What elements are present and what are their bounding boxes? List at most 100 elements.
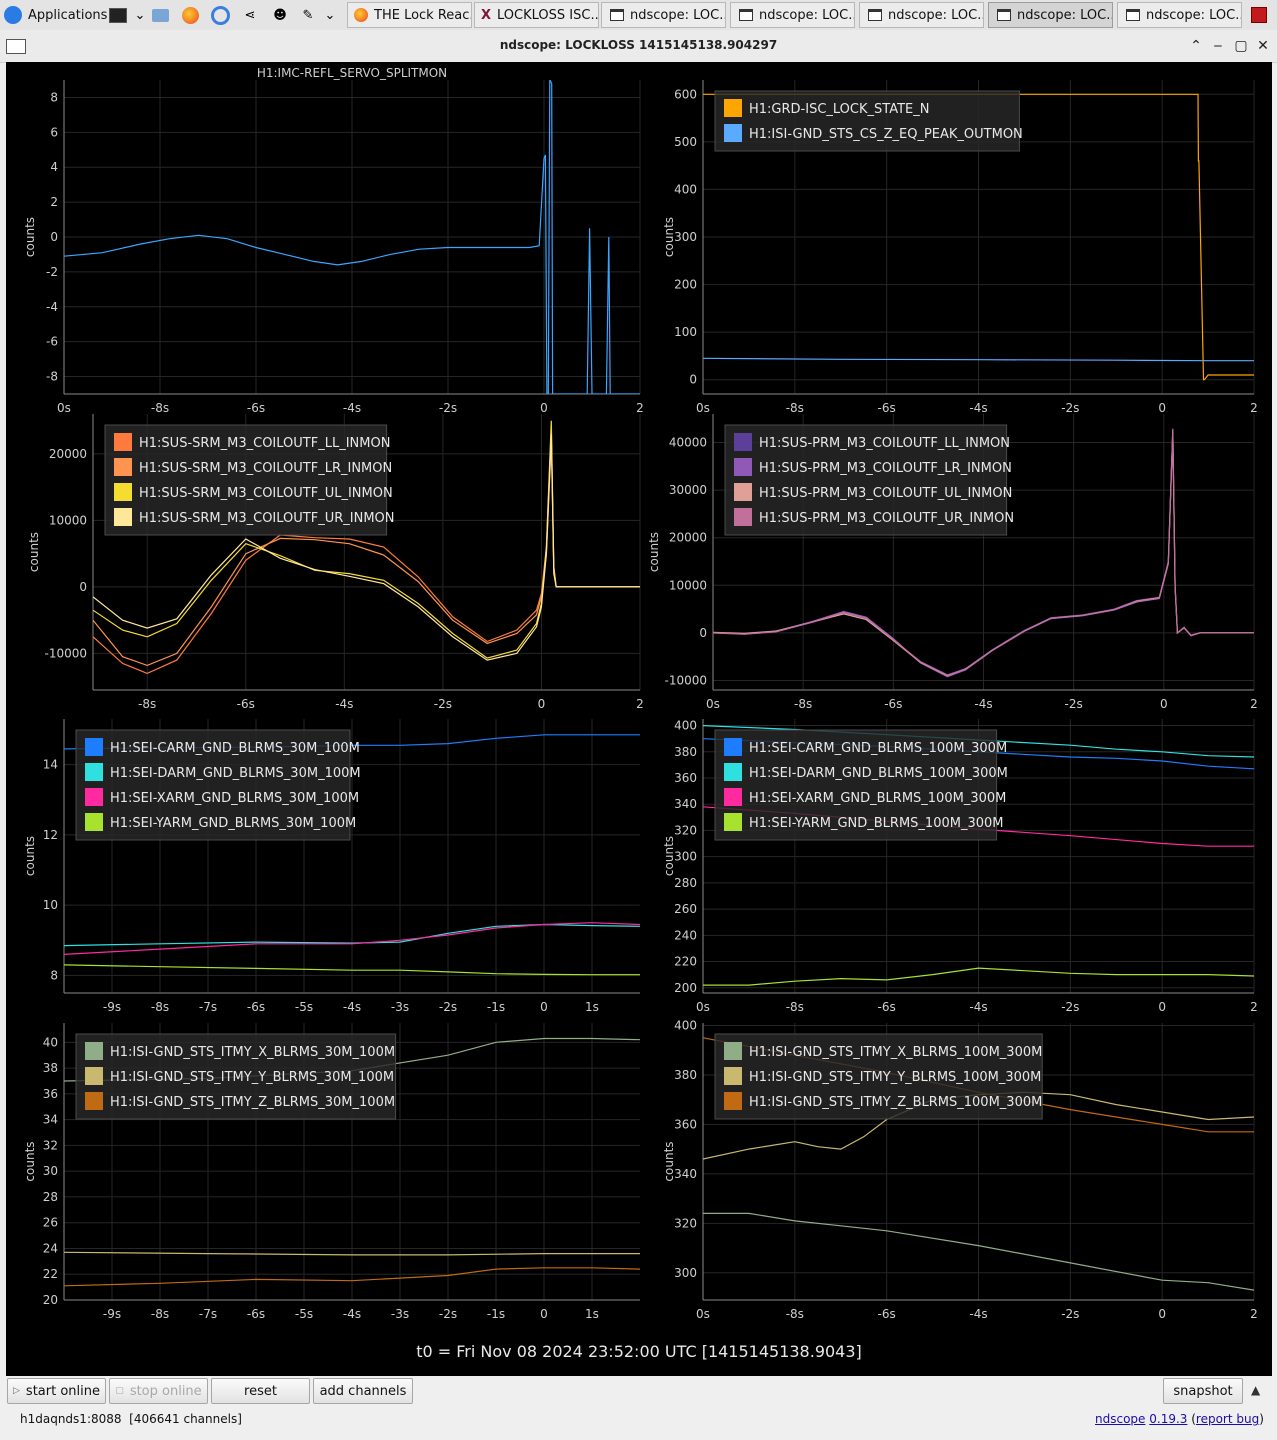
file-manager-icon[interactable] xyxy=(150,5,170,25)
window-title: ndscope: LOCKLOSS 1415145138.904297 xyxy=(499,38,778,52)
y-tick-label: 40000 xyxy=(669,436,707,450)
task-button-3[interactable]: ndscope: LOC... xyxy=(601,2,726,28)
legend-entry: H1:ISI-GND_STS_ITMY_Y_BLRMS_100M_300M xyxy=(749,1070,1041,1085)
series-line-2 xyxy=(703,357,1254,362)
applications-menu[interactable]: Applications xyxy=(4,4,107,26)
legend-entry: H1:SUS-PRM_M3_COILOUTF_LR_INMON xyxy=(759,461,1012,476)
y-tick-label: 400 xyxy=(674,182,697,196)
plot-panel-8: 300 320 340 360 380 400 0s -8s -6s -4s -2s 0 2 counts… xyxy=(662,1018,1258,1321)
legend-swatch xyxy=(724,813,742,831)
users-icon[interactable]: ☻ xyxy=(273,7,287,23)
plot-panel-3: -10000 0 10000 20000 -8s -6s -4s -2s 0 2 counts H1:… xyxy=(27,414,644,711)
y-tick-label: 220 xyxy=(674,955,697,969)
x-tick-label: -7s xyxy=(199,1000,217,1014)
y-tick-label: 30 xyxy=(43,1164,58,1178)
start-online-button[interactable]: ▷ start online xyxy=(7,1378,106,1404)
x-tick-label: -6s xyxy=(884,697,902,711)
share-icon[interactable]: ⋖ xyxy=(244,7,256,23)
task-button-1[interactable]: THE Lock Reac... xyxy=(347,2,472,28)
stop-online-label: stop online xyxy=(129,1383,202,1399)
collapse-up-icon[interactable]: ▲ xyxy=(1251,1383,1261,1397)
legend-entry: H1:SEI-XARM_GND_BLRMS_100M_300M xyxy=(749,791,1006,806)
legend-swatch xyxy=(724,1092,742,1110)
chromium-icon[interactable] xyxy=(210,5,230,25)
y-tick-label: 40 xyxy=(43,1035,58,1049)
x-tick-label: -4s xyxy=(969,1000,987,1014)
legend-swatch xyxy=(724,99,742,117)
minimize-icon[interactable]: ‒ xyxy=(1213,38,1223,54)
chevron-down-icon[interactable]: ⌄ xyxy=(324,7,336,23)
series-line-4 xyxy=(713,429,1254,676)
terminal-icon[interactable] xyxy=(108,5,128,25)
y-tick-label: -4 xyxy=(46,300,58,314)
y-tick-label: 200 xyxy=(674,278,697,292)
task-label: LOCKLOSS ISC... xyxy=(497,7,599,23)
legend-entry: H1:ISI-GND_STS_ITMY_Z_BLRMS_100M_300M xyxy=(749,1095,1042,1110)
legend-entry: H1:SUS-PRM_M3_COILOUTF_UR_INMON xyxy=(759,511,1014,526)
series-line-4 xyxy=(64,964,640,976)
version-link[interactable]: 0.19.3 xyxy=(1149,1412,1188,1426)
report-bug-link[interactable]: report bug xyxy=(1195,1412,1260,1426)
x-tick-label: 2 xyxy=(636,401,644,415)
y-axis-label: counts xyxy=(27,532,41,572)
x-tick-label: 2 xyxy=(1250,1307,1258,1321)
series-line-4 xyxy=(93,433,640,661)
shade-icon[interactable]: ⌃ xyxy=(1190,38,1202,54)
y-tick-label: 380 xyxy=(674,745,697,759)
x-tick-label: -2s xyxy=(439,1307,457,1321)
snapshot-button[interactable]: snapshot xyxy=(1163,1378,1243,1404)
series-line-3 xyxy=(64,1267,640,1287)
ndscope-link[interactable]: ndscope xyxy=(1095,1412,1146,1426)
chevron-down-icon[interactable]: ⌄ xyxy=(134,7,146,23)
y-tick-label: 340 xyxy=(674,1167,697,1181)
x-tick-label: -5s xyxy=(295,1000,313,1014)
legend-swatch xyxy=(85,1092,103,1110)
y-tick-label: 400 xyxy=(674,1018,697,1032)
x-icon: X xyxy=(481,7,492,23)
y-tick-label: 20 xyxy=(43,1293,58,1307)
text-editor-icon[interactable]: ✎ xyxy=(302,7,314,23)
add-channels-button[interactable]: add channels xyxy=(313,1378,413,1404)
power-icon[interactable] xyxy=(1249,5,1269,25)
task-button-2[interactable]: X LOCKLOSS ISC... xyxy=(474,2,599,28)
task-button-6[interactable]: ndscope: LOC... xyxy=(988,2,1113,28)
window-menu-icon[interactable] xyxy=(6,36,26,56)
x-tick-label: 2 xyxy=(1250,1000,1258,1014)
y-tick-label: 38 xyxy=(43,1061,58,1075)
x-tick-label: -4s xyxy=(969,1307,987,1321)
y-tick-label: 32 xyxy=(43,1138,58,1152)
task-button-7[interactable]: ndscope: LOC... xyxy=(1117,2,1242,28)
close-icon[interactable]: ✕ xyxy=(1257,38,1269,54)
stop-icon: ▢ xyxy=(115,1386,124,1396)
firefox-icon[interactable] xyxy=(180,5,200,25)
maximize-icon[interactable]: ▢ xyxy=(1234,38,1248,54)
y-tick-label: -6 xyxy=(46,335,58,349)
y-tick-label: 0 xyxy=(689,373,697,387)
y-axis-label: counts xyxy=(662,1141,676,1181)
x-tick-label: -2s xyxy=(434,697,452,711)
x-tick-label: -4s xyxy=(343,1000,361,1014)
reset-button[interactable]: reset xyxy=(211,1378,310,1404)
legend-swatch xyxy=(85,1067,103,1085)
x-tick-label: 0s xyxy=(696,1307,710,1321)
x-tick-label: -5s xyxy=(295,1307,313,1321)
taskbar: Applications ⌄ ⋖ ☻ ✎ ⌄ ⋮ THE Lock Reac..… xyxy=(0,0,1277,31)
x-tick-label: 1s xyxy=(585,1000,599,1014)
window-icon xyxy=(1126,9,1140,21)
y-tick-label: 34 xyxy=(43,1113,58,1127)
x-tick-label: -9s xyxy=(103,1307,121,1321)
y-tick-label: 300 xyxy=(674,1266,697,1280)
y-tick-label: 360 xyxy=(674,771,697,785)
y-tick-label: 30000 xyxy=(669,483,707,497)
y-tick-label: 20000 xyxy=(49,447,87,461)
stop-online-button[interactable]: ▢ stop online xyxy=(109,1378,208,1404)
plot-panel-7: 20 22 24 26 28 30 32 34 36 38 40 -9s -8s -7s -6s -5s -4s… xyxy=(23,1023,640,1321)
y-tick-label: 10000 xyxy=(49,513,87,527)
task-button-5[interactable]: ndscope: LOC... xyxy=(859,2,984,28)
task-button-4[interactable]: ndscope: LOC... xyxy=(730,2,855,28)
x-tick-label: -4s xyxy=(969,401,987,415)
x-tick-label: 0 xyxy=(1158,401,1166,415)
y-tick-label: 240 xyxy=(674,928,697,942)
plot-title: H1:IMC-REFL_SERVO_SPLITMON xyxy=(257,66,447,80)
